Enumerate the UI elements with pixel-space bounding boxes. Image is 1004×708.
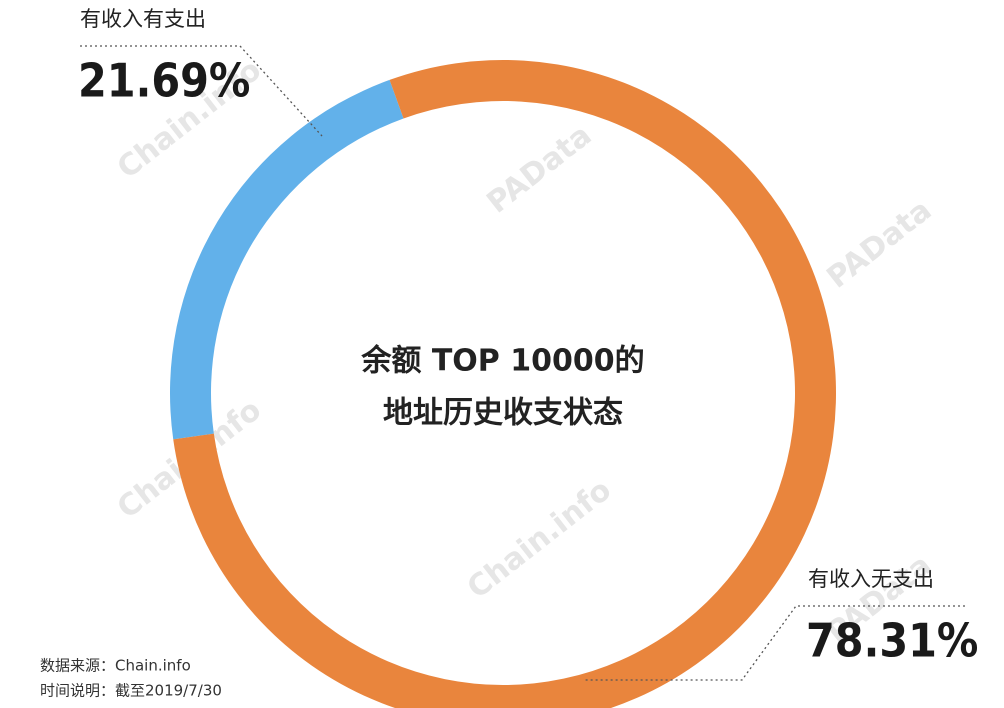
data-label: 78.31%: [806, 614, 978, 668]
chart-title: 余额 TOP 10000的: [360, 344, 644, 379]
chart-title: 地址历史收支状态: [383, 396, 623, 431]
donut-segment: [170, 79, 404, 440]
watermark: Chain.info: [461, 472, 618, 605]
source-note: 数据来源：Chain.info: [40, 657, 191, 675]
legend-label: 有收入无支出: [808, 567, 934, 591]
watermark: PAData: [820, 193, 938, 296]
leader-line: [80, 45, 323, 137]
legend-label: 有收入有支出: [80, 7, 206, 31]
date-note: 时间说明：截至2019/7/30: [40, 682, 222, 700]
data-label: 21.69%: [78, 54, 250, 108]
donut: [170, 60, 836, 708]
watermark: PAData: [480, 118, 598, 221]
